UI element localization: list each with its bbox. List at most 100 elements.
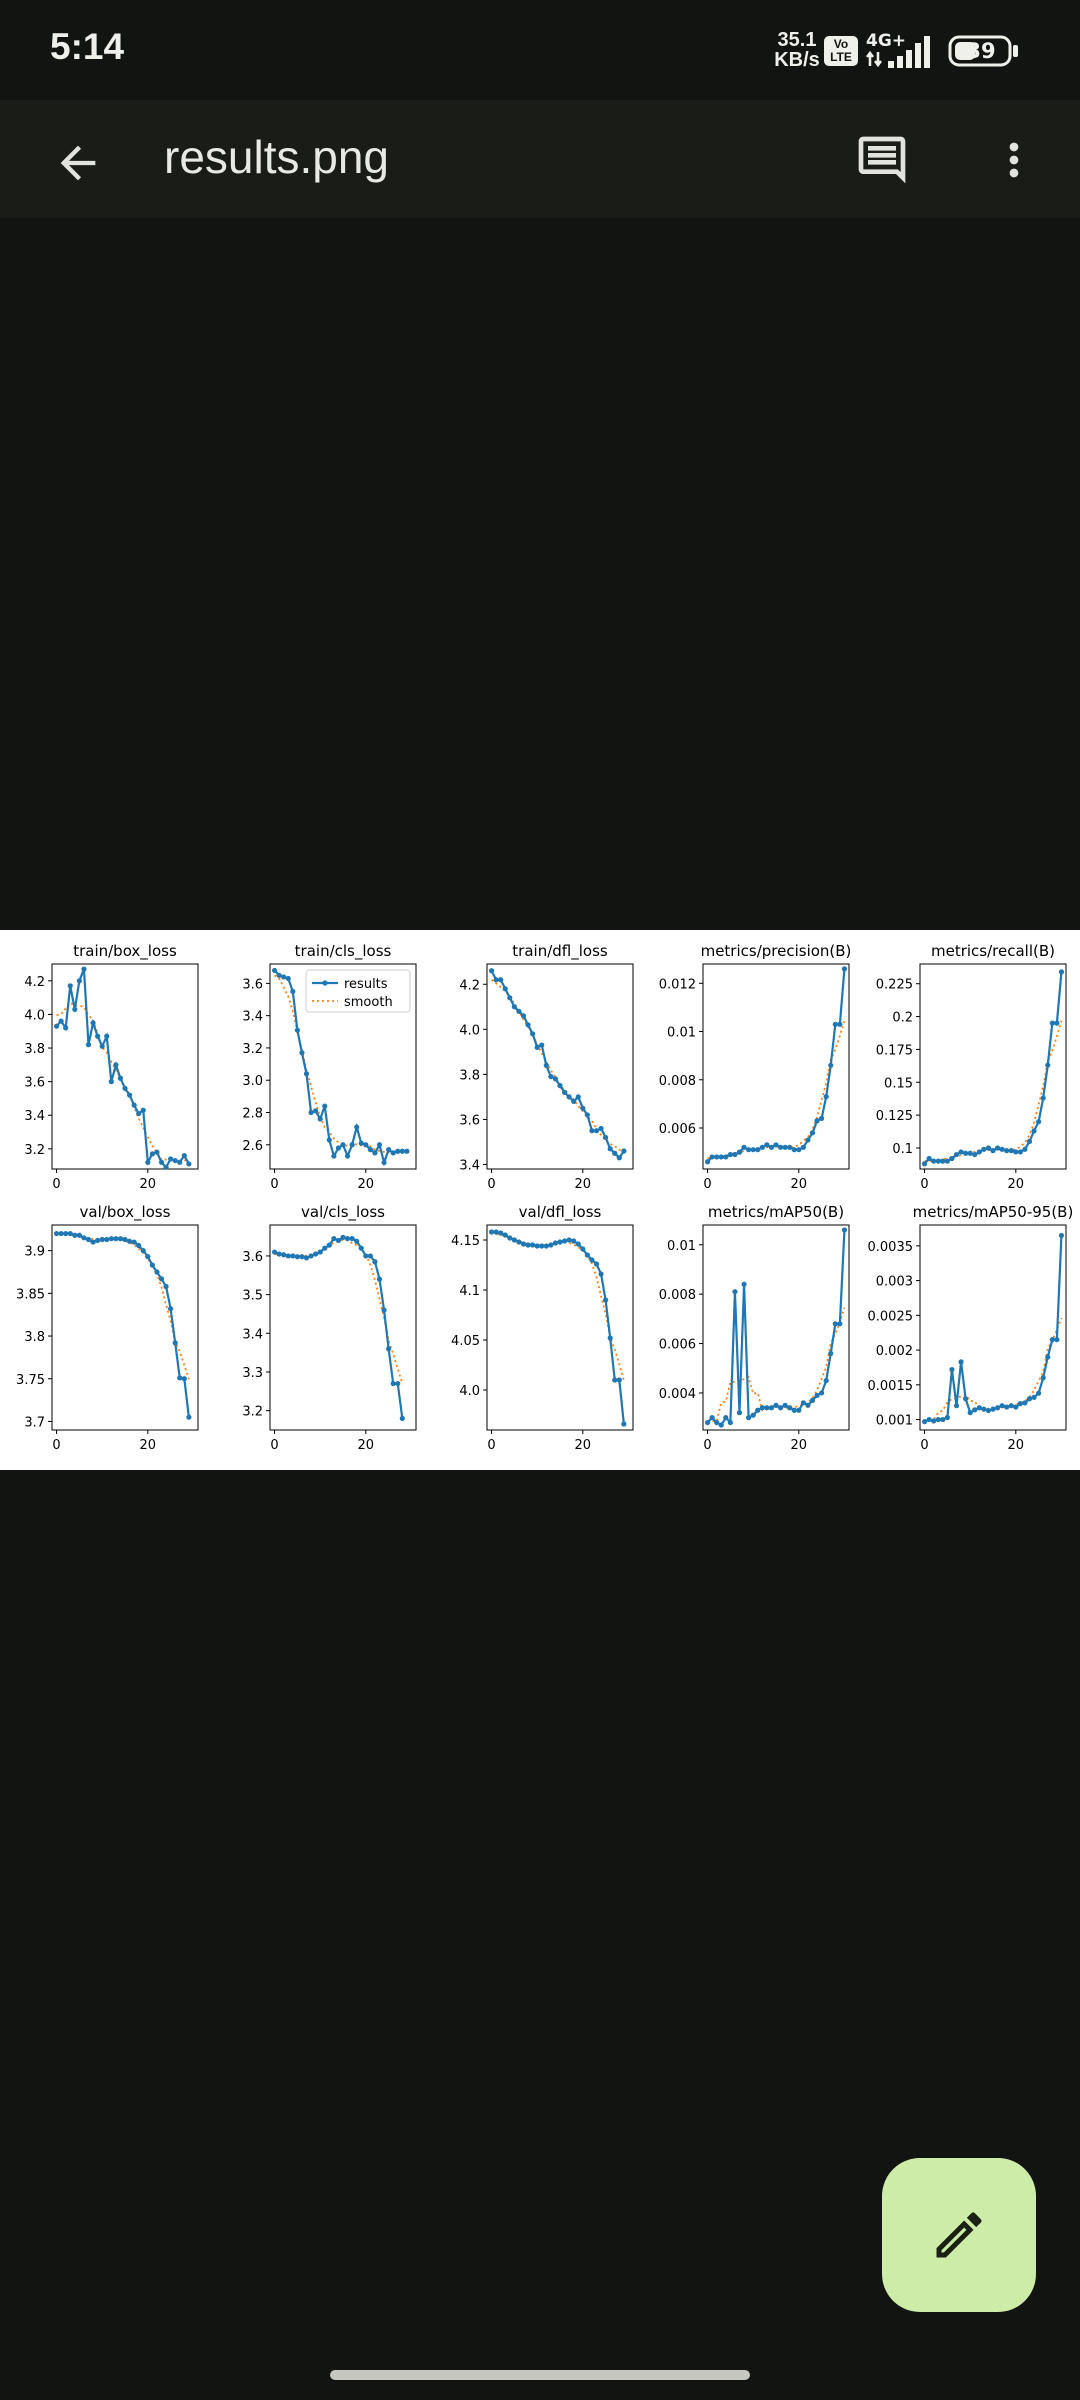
results-point bbox=[285, 975, 291, 982]
results-point bbox=[99, 1236, 105, 1243]
results-series-line bbox=[274, 1236, 404, 1419]
results-point bbox=[994, 1145, 1001, 1151]
chart-frame bbox=[486, 1224, 634, 1431]
results-point bbox=[603, 1297, 609, 1303]
results-point bbox=[299, 1254, 305, 1260]
results-point bbox=[53, 1230, 60, 1237]
results-point bbox=[732, 1289, 738, 1295]
y-tick-label: 0.008 bbox=[659, 1074, 696, 1089]
results-point bbox=[800, 1144, 806, 1150]
results-point bbox=[800, 1400, 806, 1406]
chart-frame bbox=[702, 963, 850, 1170]
results-point bbox=[136, 1110, 142, 1117]
x-tick-label: 0 bbox=[270, 1438, 278, 1453]
results-point bbox=[390, 1380, 396, 1387]
gesture-nav-handle[interactable] bbox=[330, 2370, 750, 2380]
results-point bbox=[1022, 1400, 1028, 1406]
results-point bbox=[718, 1154, 724, 1160]
results-point bbox=[363, 1253, 369, 1259]
results-point bbox=[149, 1262, 155, 1268]
legend-results-label: results bbox=[344, 977, 388, 992]
chart-4: metrics/recall(B) 0.1 0.125 0.15 0.175 0.2 0.2… bbox=[876, 942, 1067, 1192]
results-point bbox=[303, 1071, 310, 1077]
y-tick-label: 0.003 bbox=[876, 1275, 913, 1290]
more-vert-icon bbox=[1009, 142, 1019, 178]
results-point bbox=[944, 1158, 950, 1164]
x-tick-label: 20 bbox=[791, 1438, 808, 1453]
x-tick-label: 0 bbox=[487, 1438, 495, 1453]
results-point bbox=[931, 1158, 937, 1164]
results-point bbox=[837, 1321, 843, 1327]
results-point bbox=[981, 1406, 987, 1412]
results-point bbox=[616, 1377, 622, 1383]
results-point bbox=[317, 1116, 323, 1122]
y-tick-label: 4.1 bbox=[459, 1284, 480, 1299]
results-point bbox=[516, 1239, 522, 1245]
results-point bbox=[367, 1253, 373, 1259]
x-tick-label: 20 bbox=[358, 1438, 375, 1453]
results-point bbox=[285, 1253, 291, 1259]
y-tick-label: 3.2 bbox=[24, 1143, 45, 1158]
results-point bbox=[404, 1148, 410, 1154]
x-tick-label: 0 bbox=[703, 1177, 711, 1192]
results-point bbox=[1022, 1146, 1028, 1152]
y-tick-label: 0.0025 bbox=[868, 1309, 914, 1324]
results-point bbox=[308, 1109, 314, 1116]
results-point bbox=[1004, 1148, 1010, 1154]
results-point bbox=[281, 974, 287, 980]
results-point bbox=[539, 1243, 545, 1249]
results-point bbox=[612, 1150, 618, 1156]
results-point bbox=[498, 977, 504, 983]
more-options-button[interactable] bbox=[978, 124, 1050, 196]
results-point bbox=[709, 1154, 715, 1160]
results-point bbox=[580, 1105, 586, 1111]
results-point bbox=[944, 1414, 950, 1421]
results-point bbox=[963, 1396, 969, 1402]
results-point bbox=[709, 1415, 715, 1421]
results-point bbox=[271, 1249, 278, 1255]
results-point bbox=[390, 1150, 396, 1156]
results-point bbox=[598, 1125, 604, 1132]
results-point bbox=[958, 1149, 964, 1155]
results-point bbox=[746, 1415, 752, 1421]
results-point bbox=[126, 1238, 133, 1244]
results-point bbox=[113, 1062, 119, 1068]
results-point bbox=[552, 1240, 559, 1246]
y-tick-label: 0.006 bbox=[659, 1122, 696, 1137]
chart-1: train/cls_loss 2.6 2.8 3.0 3.2 3.4 3.6 0 20 resul… bbox=[242, 942, 417, 1192]
image-viewer[interactable]: train/box_loss 3.2 3.4 3.6 3.8 4.0 4.2 0 20 train… bbox=[0, 930, 1080, 1470]
results-point bbox=[607, 1146, 613, 1152]
network-speed: 35.1 KB/s bbox=[774, 30, 820, 70]
results-point bbox=[612, 1377, 618, 1383]
y-tick-label: 0.225 bbox=[876, 978, 913, 993]
results-point bbox=[81, 966, 87, 972]
results-point bbox=[326, 1137, 332, 1143]
chart-5: val/box_loss 3.7 3.75 3.8 3.85 3.9 0 20 bbox=[16, 1203, 199, 1453]
smooth-series-line bbox=[924, 1020, 1063, 1163]
edit-button[interactable] bbox=[882, 2158, 1036, 2312]
results-point bbox=[358, 1245, 364, 1251]
results-point bbox=[571, 1098, 577, 1105]
results-point bbox=[511, 1237, 517, 1243]
results-point bbox=[168, 1306, 174, 1312]
results-point bbox=[534, 1243, 540, 1249]
chart-8: metrics/mAP50(B) 0.004 0.006 0.008 0.01 0 20 bbox=[659, 1203, 850, 1453]
results-point bbox=[543, 1062, 549, 1068]
results-point bbox=[67, 1230, 73, 1237]
y-tick-label: 3.2 bbox=[242, 1405, 263, 1420]
back-button[interactable] bbox=[40, 125, 116, 201]
results-point bbox=[1036, 1390, 1042, 1396]
comment-button[interactable] bbox=[846, 124, 918, 196]
results-point bbox=[580, 1246, 586, 1252]
results-point bbox=[290, 988, 296, 995]
results-point bbox=[104, 1033, 110, 1039]
results-point bbox=[488, 1229, 495, 1235]
results-point bbox=[520, 1241, 527, 1247]
results-point bbox=[791, 1147, 797, 1153]
results-point bbox=[841, 1227, 848, 1233]
y-tick-label: 0.004 bbox=[659, 1387, 696, 1402]
results-point bbox=[796, 1407, 802, 1413]
y-tick-label: 3.4 bbox=[24, 1109, 45, 1124]
x-tick-label: 0 bbox=[920, 1177, 928, 1192]
results-point bbox=[759, 1144, 765, 1150]
